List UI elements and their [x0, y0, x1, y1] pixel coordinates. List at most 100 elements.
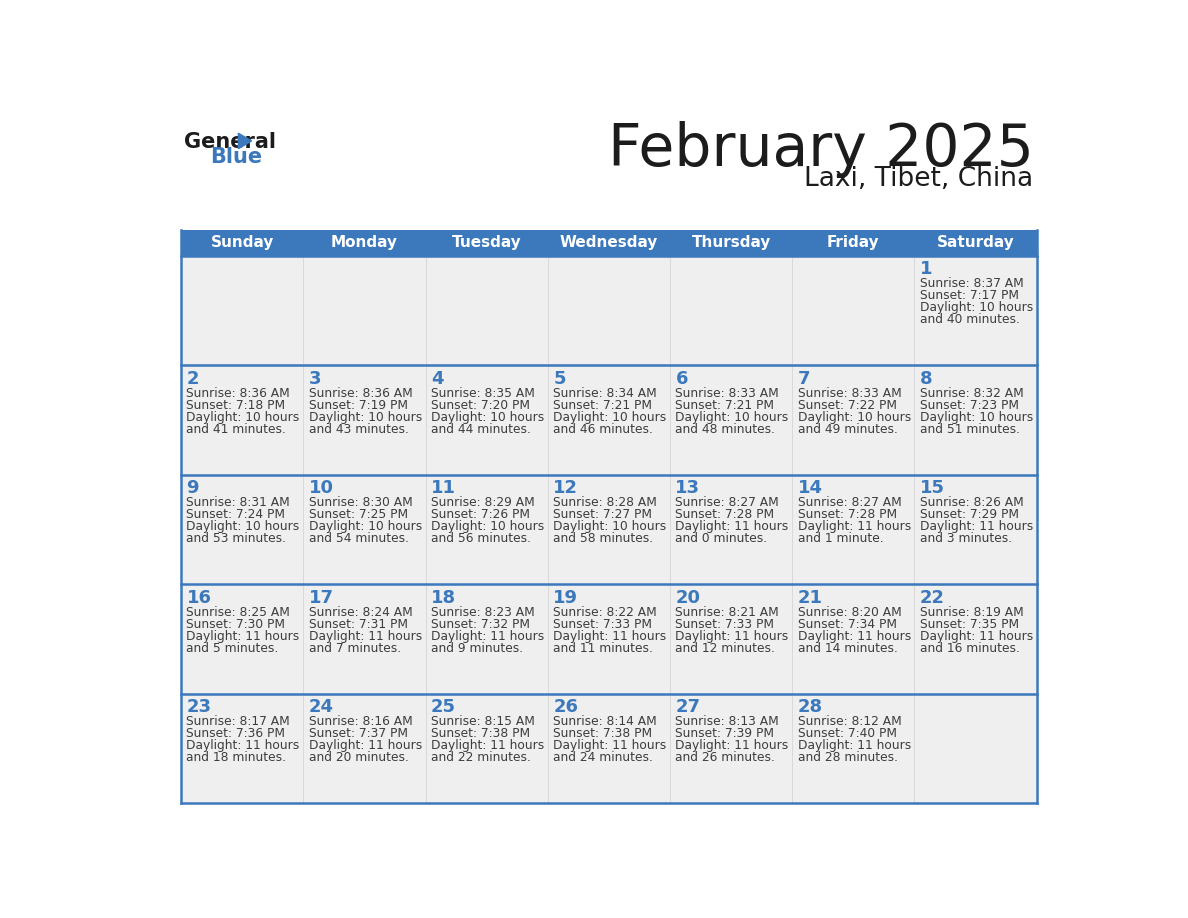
Bar: [181, 365, 303, 475]
Text: Sunset: 7:33 PM: Sunset: 7:33 PM: [676, 618, 775, 631]
Bar: [548, 584, 670, 694]
Text: 21: 21: [797, 588, 822, 607]
Text: Daylight: 11 hours: Daylight: 11 hours: [554, 739, 666, 752]
Text: Blue: Blue: [210, 147, 263, 167]
Text: Daylight: 10 hours: Daylight: 10 hours: [920, 301, 1034, 314]
Text: and 3 minutes.: and 3 minutes.: [920, 532, 1012, 545]
Text: Daylight: 11 hours: Daylight: 11 hours: [797, 521, 911, 533]
Text: 18: 18: [431, 588, 456, 607]
Text: Sunrise: 8:23 AM: Sunrise: 8:23 AM: [431, 606, 535, 619]
Bar: [548, 365, 670, 475]
Text: 23: 23: [187, 699, 211, 716]
Bar: [181, 230, 1037, 256]
Text: Daylight: 10 hours: Daylight: 10 hours: [431, 410, 544, 423]
Bar: [425, 256, 548, 365]
Text: Sunrise: 8:21 AM: Sunrise: 8:21 AM: [676, 606, 779, 619]
Text: Sunrise: 8:31 AM: Sunrise: 8:31 AM: [187, 497, 290, 509]
Text: and 7 minutes.: and 7 minutes.: [309, 642, 400, 655]
Text: Daylight: 10 hours: Daylight: 10 hours: [187, 410, 299, 423]
Bar: [181, 256, 303, 365]
Text: 15: 15: [920, 479, 944, 498]
Text: Daylight: 10 hours: Daylight: 10 hours: [676, 410, 789, 423]
Text: 4: 4: [431, 370, 443, 387]
Text: Sunset: 7:37 PM: Sunset: 7:37 PM: [309, 727, 407, 740]
Text: 13: 13: [676, 479, 701, 498]
Text: Saturday: Saturday: [936, 235, 1015, 250]
Bar: [548, 475, 670, 584]
Text: Tuesday: Tuesday: [451, 235, 522, 250]
Text: Daylight: 11 hours: Daylight: 11 hours: [920, 630, 1034, 643]
Text: Daylight: 11 hours: Daylight: 11 hours: [187, 630, 299, 643]
Text: and 49 minutes.: and 49 minutes.: [797, 422, 897, 435]
Text: Daylight: 10 hours: Daylight: 10 hours: [309, 410, 422, 423]
Text: 19: 19: [554, 588, 579, 607]
Bar: [425, 365, 548, 475]
Text: Daylight: 11 hours: Daylight: 11 hours: [431, 630, 544, 643]
Text: and 0 minutes.: and 0 minutes.: [676, 532, 767, 545]
Text: Sunrise: 8:14 AM: Sunrise: 8:14 AM: [554, 715, 657, 728]
Text: Sunrise: 8:16 AM: Sunrise: 8:16 AM: [309, 715, 412, 728]
Text: Sunset: 7:19 PM: Sunset: 7:19 PM: [309, 398, 407, 411]
Bar: [915, 584, 1037, 694]
Bar: [303, 694, 425, 803]
Text: and 48 minutes.: and 48 minutes.: [676, 422, 776, 435]
Text: and 5 minutes.: and 5 minutes.: [187, 642, 279, 655]
Bar: [303, 256, 425, 365]
Text: Sunset: 7:31 PM: Sunset: 7:31 PM: [309, 618, 407, 631]
Text: Daylight: 10 hours: Daylight: 10 hours: [309, 521, 422, 533]
Text: Wednesday: Wednesday: [560, 235, 658, 250]
Text: 1: 1: [920, 261, 933, 278]
Bar: [548, 256, 670, 365]
Text: Sunrise: 8:36 AM: Sunrise: 8:36 AM: [309, 386, 412, 399]
Text: Thursday: Thursday: [691, 235, 771, 250]
Text: Sunrise: 8:37 AM: Sunrise: 8:37 AM: [920, 277, 1024, 290]
Text: Monday: Monday: [331, 235, 398, 250]
Text: and 43 minutes.: and 43 minutes.: [309, 422, 409, 435]
Text: Sunrise: 8:17 AM: Sunrise: 8:17 AM: [187, 715, 290, 728]
Text: Sunrise: 8:27 AM: Sunrise: 8:27 AM: [797, 497, 902, 509]
Text: 11: 11: [431, 479, 456, 498]
Bar: [425, 475, 548, 584]
Text: Sunset: 7:23 PM: Sunset: 7:23 PM: [920, 398, 1019, 411]
Text: and 28 minutes.: and 28 minutes.: [797, 751, 898, 764]
Text: and 56 minutes.: and 56 minutes.: [431, 532, 531, 545]
Text: Sunset: 7:21 PM: Sunset: 7:21 PM: [554, 398, 652, 411]
Text: Sunset: 7:36 PM: Sunset: 7:36 PM: [187, 727, 285, 740]
Text: and 24 minutes.: and 24 minutes.: [554, 751, 653, 764]
Text: Sunrise: 8:35 AM: Sunrise: 8:35 AM: [431, 386, 535, 399]
Text: Daylight: 11 hours: Daylight: 11 hours: [797, 739, 911, 752]
Bar: [792, 365, 915, 475]
Text: Sunset: 7:27 PM: Sunset: 7:27 PM: [554, 509, 652, 521]
Text: 9: 9: [187, 479, 198, 498]
Bar: [425, 694, 548, 803]
Text: and 53 minutes.: and 53 minutes.: [187, 532, 286, 545]
Bar: [303, 584, 425, 694]
Text: and 26 minutes.: and 26 minutes.: [676, 751, 776, 764]
Text: Daylight: 11 hours: Daylight: 11 hours: [920, 521, 1034, 533]
Text: Sunrise: 8:33 AM: Sunrise: 8:33 AM: [797, 386, 902, 399]
Text: Sunset: 7:30 PM: Sunset: 7:30 PM: [187, 618, 285, 631]
Text: Sunrise: 8:20 AM: Sunrise: 8:20 AM: [797, 606, 902, 619]
Text: and 58 minutes.: and 58 minutes.: [554, 532, 653, 545]
Text: Sunset: 7:21 PM: Sunset: 7:21 PM: [676, 398, 775, 411]
Text: and 22 minutes.: and 22 minutes.: [431, 751, 531, 764]
Text: Sunrise: 8:15 AM: Sunrise: 8:15 AM: [431, 715, 535, 728]
Text: Sunset: 7:17 PM: Sunset: 7:17 PM: [920, 289, 1019, 302]
Text: Daylight: 11 hours: Daylight: 11 hours: [309, 630, 422, 643]
Text: and 14 minutes.: and 14 minutes.: [797, 642, 897, 655]
Text: 7: 7: [797, 370, 810, 387]
Text: Sunset: 7:28 PM: Sunset: 7:28 PM: [676, 509, 775, 521]
Bar: [303, 365, 425, 475]
Text: Sunday: Sunday: [210, 235, 274, 250]
Text: Sunrise: 8:28 AM: Sunrise: 8:28 AM: [554, 497, 657, 509]
Text: Sunrise: 8:25 AM: Sunrise: 8:25 AM: [187, 606, 290, 619]
Text: 10: 10: [309, 479, 334, 498]
Bar: [670, 256, 792, 365]
Text: Sunrise: 8:27 AM: Sunrise: 8:27 AM: [676, 497, 779, 509]
Text: Sunset: 7:34 PM: Sunset: 7:34 PM: [797, 618, 897, 631]
Text: 14: 14: [797, 479, 822, 498]
Bar: [181, 694, 303, 803]
Text: Daylight: 10 hours: Daylight: 10 hours: [554, 521, 666, 533]
Text: Sunset: 7:33 PM: Sunset: 7:33 PM: [554, 618, 652, 631]
Text: Sunrise: 8:12 AM: Sunrise: 8:12 AM: [797, 715, 902, 728]
